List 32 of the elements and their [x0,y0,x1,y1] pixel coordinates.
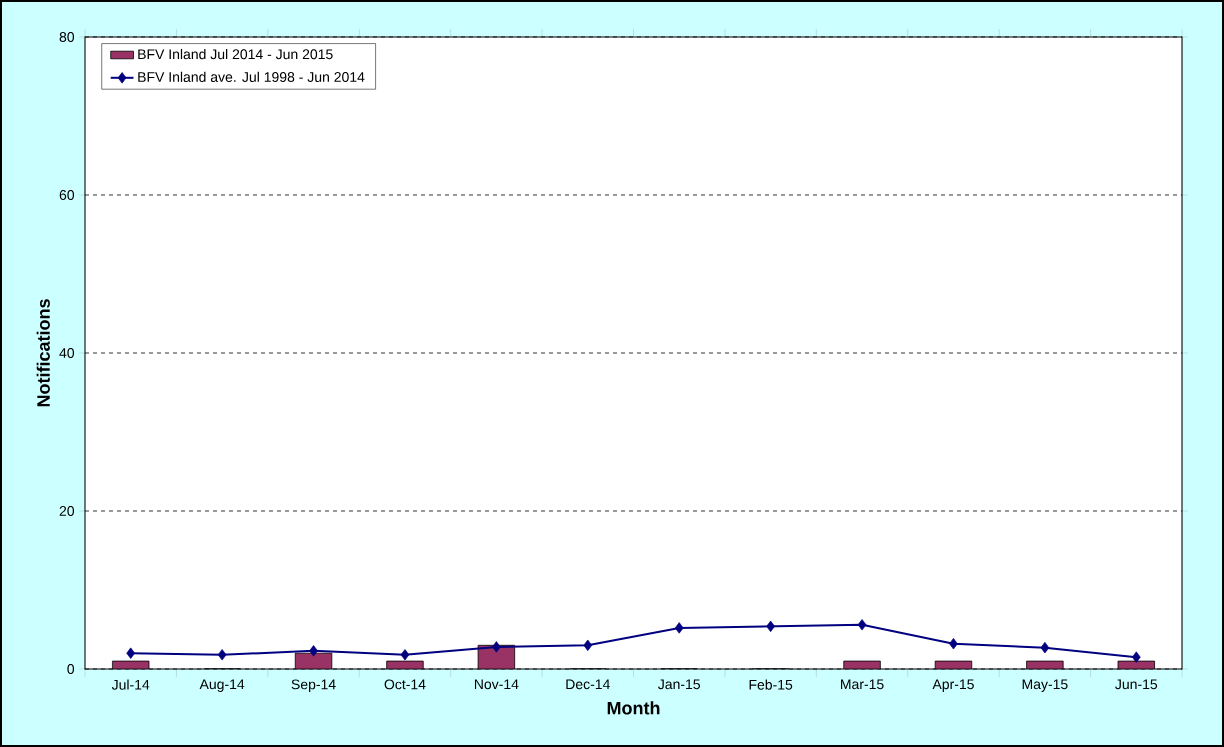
y-tick-label: 60 [59,190,75,200]
y-tick-label: 40 [59,348,75,358]
point [492,641,501,653]
x-tick-label: Jul-14 [111,679,150,690]
x-tick-label: Feb-15 [749,679,793,690]
x-tick-label: Mar-15 [841,679,884,690]
point [857,619,867,631]
y-tick-label: 20 [59,506,75,516]
x-tick-label: Jun-15 [1115,679,1158,690]
x-tick-label: Oct-14 [384,679,426,690]
x-tick-label: Dec-14 [566,679,610,690]
point [400,649,410,661]
point [674,622,684,634]
x-tick-label: Aug-14 [199,679,245,692]
x-axis-title: Month [607,701,660,715]
x-tick-label: Sep-14 [291,679,336,693]
point [217,649,227,661]
point [126,647,136,659]
x-tick-label: Jan-15 [658,679,701,690]
point [1040,642,1050,654]
x-tick-label: Apr-15 [932,679,974,692]
x-tick-label: May-15 [1022,679,1068,692]
point [949,638,958,650]
y-axis-title: Notifications [36,299,50,407]
legend-label: BFV Inland Jul 2014 - Jun 2015 [138,48,333,60]
point [309,645,318,657]
point [1131,651,1141,663]
point [583,639,593,651]
x-tick-label: Nov-14 [474,679,519,690]
y-tick-label: 0 [67,664,75,674]
y-tick-label: 80 [59,32,75,42]
legend-label: BFV Inland ave. Jul 1998 - Jun 2014 [138,71,365,83]
